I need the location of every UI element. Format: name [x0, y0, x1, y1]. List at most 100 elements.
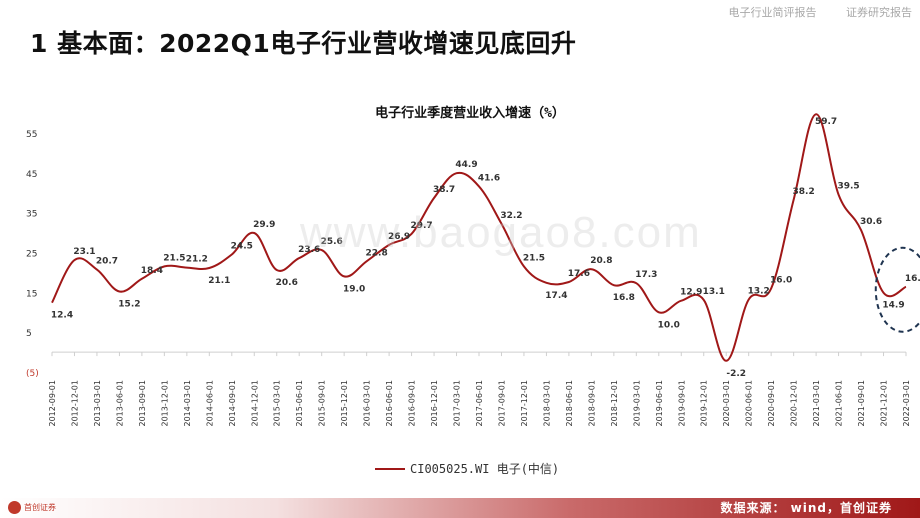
data-labels: 12.423.120.715.218.421.5 21.221.124.529.9… [51, 117, 920, 379]
chart-title: 电子行业季度营业收入增速（%） [375, 105, 565, 121]
data-label: 29.7 [410, 221, 432, 231]
data-label: 21.5 [163, 253, 185, 263]
y-tick-label: 25 [26, 250, 37, 260]
data-label: 29.9 [253, 220, 275, 230]
x-tick-label: 2019-03-01 [632, 380, 641, 427]
highlight-ellipse [874, 246, 920, 333]
x-tick-label: 2020-06-01 [745, 380, 754, 427]
data-label: 21.2 [186, 255, 208, 265]
x-tick-label: 2016-06-01 [385, 380, 394, 427]
data-label: 21.5 [523, 253, 545, 263]
x-tick-label: 2015-06-01 [295, 380, 304, 427]
data-label: 16.8 [613, 293, 635, 303]
data-label: -2.2 [726, 369, 746, 379]
data-label: 15.2 [118, 300, 140, 310]
header-links: 电子行业简评报告 证券研究报告 [703, 4, 913, 20]
data-label: 23.6 [298, 245, 320, 255]
data-label: 38.2 [793, 187, 815, 197]
footer-bar [0, 498, 920, 518]
x-tick-label: 2014-09-01 [228, 380, 237, 427]
data-label: 21.1 [208, 276, 230, 286]
data-label: 17.3 [635, 270, 657, 280]
y-tick-label: 55 [26, 130, 37, 140]
x-tick-label: 2018-03-01 [542, 380, 551, 427]
data-label: 13.1 [703, 287, 725, 297]
x-tick-label: 2019-12-01 [700, 380, 709, 427]
data-label: 10.0 [658, 320, 680, 330]
legend-label: CI005025.WI 电子(中信) [410, 461, 559, 476]
y-tick-label: 5 [26, 329, 32, 339]
x-tick-label: 2016-12-01 [430, 380, 439, 427]
slide-title: 1 基本面：2022Q1电子行业营收增速见底回升 [30, 29, 577, 58]
data-label: 41.6 [478, 173, 500, 183]
data-label: 20.7 [96, 257, 118, 267]
data-label: 26.9 [388, 232, 410, 242]
y-tick-label: 15 [26, 289, 37, 299]
data-label: 59.7 [815, 117, 837, 127]
y-tick-label: (5) [26, 369, 39, 379]
data-label: 14.9 [882, 301, 904, 311]
data-label: 24.5 [231, 241, 253, 251]
x-tick-label: 2014-06-01 [205, 380, 214, 427]
data-label: 22.8 [366, 248, 388, 258]
data-label: 12.9 [680, 288, 702, 298]
x-tick-label: 2022-03-01 [902, 380, 911, 427]
data-label: 39.5 [837, 182, 859, 192]
x-tick-label: 2019-09-01 [677, 380, 686, 427]
data-label: 17.4 [545, 291, 567, 301]
data-label: 30.6 [860, 217, 882, 227]
y-tick-label: 45 [26, 170, 37, 180]
x-tick-label: 2021-09-01 [857, 380, 866, 427]
x-tick-label: 2021-06-01 [835, 380, 844, 427]
x-tick-label: 2016-09-01 [408, 380, 417, 427]
data-label: 13.2 [748, 287, 770, 297]
footer-logo: 首创证券 [8, 501, 56, 514]
data-label: 25.6 [321, 237, 343, 247]
x-tick-label: 2017-06-01 [475, 380, 484, 427]
x-tick-label: 2012-12-01 [70, 380, 79, 427]
x-tick-label: 2013-03-01 [93, 380, 102, 427]
data-label: 17.6 [568, 269, 590, 279]
data-label: 20.8 [590, 256, 612, 266]
x-tick-label: 2013-12-01 [160, 380, 169, 427]
x-tick-label: 2019-06-01 [655, 380, 664, 427]
x-tick-label: 2013-09-01 [138, 380, 147, 427]
x-tick-label: 2014-03-01 [183, 380, 192, 427]
y-axis: 55 45 35 25 15 5 (5) [26, 130, 39, 379]
data-label: 18.4 [141, 266, 163, 276]
data-label: 16.4 [905, 274, 920, 284]
header-link-report[interactable]: 电子行业简评报告 [728, 6, 817, 19]
data-label: 23.1 [73, 247, 95, 257]
legend[interactable]: CI005025.WI 电子(中信) [375, 461, 559, 476]
data-label: 32.2 [500, 211, 522, 221]
x-tick-label: 2021-12-01 [880, 380, 889, 427]
data-label: 19.0 [343, 284, 365, 294]
x-tick-label: 2017-03-01 [453, 380, 462, 427]
x-tick-label: 2020-09-01 [767, 380, 776, 427]
footer-logo-text: 首创证券 [24, 503, 56, 512]
x-tick-label: 2015-12-01 [340, 380, 349, 427]
data-label: 20.6 [276, 278, 298, 288]
x-tick-label: 2014-12-01 [250, 380, 259, 427]
data-label: 38.7 [433, 185, 455, 195]
x-tick-label: 2015-03-01 [273, 380, 282, 427]
x-tick-label: 2013-06-01 [115, 380, 124, 427]
x-tick-label: 2020-03-01 [722, 380, 731, 427]
x-tick-label: 2018-12-01 [610, 380, 619, 427]
x-tick-label: 2017-09-01 [497, 380, 506, 427]
data-source-note: 数据来源： wind，首创证券 [720, 501, 892, 515]
data-label: 16.0 [770, 275, 792, 285]
highlight-layer [874, 246, 920, 333]
x-tick-label: 2016-03-01 [363, 380, 372, 427]
x-tick-label: 2018-06-01 [565, 380, 574, 427]
x-tick-label: 2015-09-01 [318, 380, 327, 427]
y-tick-label: 35 [26, 210, 37, 220]
data-label: 44.9 [455, 160, 477, 170]
x-tick-label: 2021-03-01 [812, 380, 821, 427]
x-tick-label: 2012-09-01 [48, 380, 57, 427]
x-tick-label: 2018-09-01 [587, 380, 596, 427]
company-logo-icon [8, 501, 21, 514]
header-link-research[interactable]: 证券研究报告 [846, 6, 912, 19]
x-tick-label: 2020-12-01 [790, 380, 799, 427]
